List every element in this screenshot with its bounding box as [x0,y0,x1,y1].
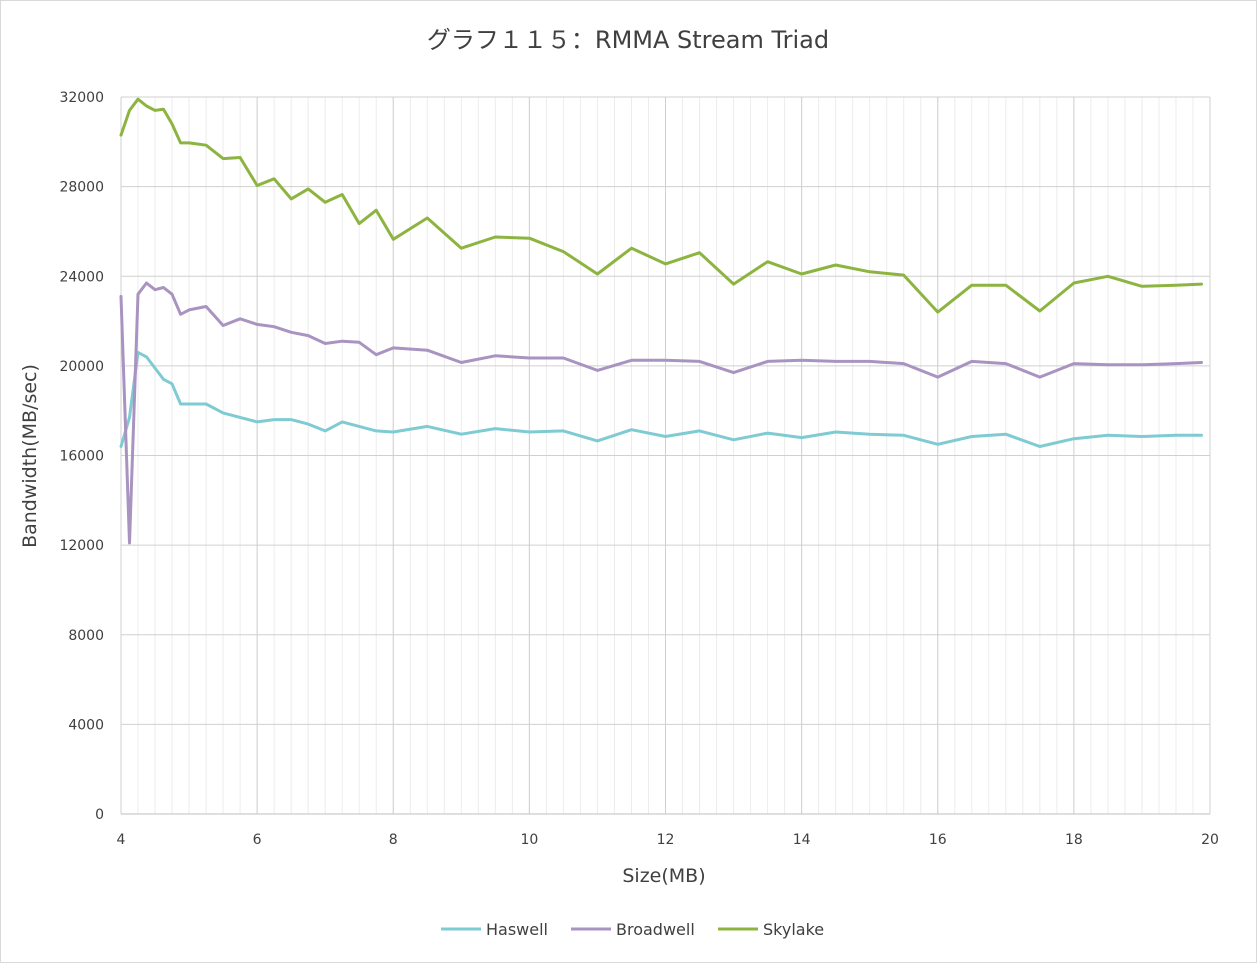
series-line-haswell [119,350,1203,448]
legend-label-haswell: Haswell [486,920,548,939]
y-tick-label: 20000 [59,359,104,375]
series-line-broadwell [119,281,1203,545]
x-tick-label: 10 [520,832,538,848]
x-tick-label: 8 [389,832,398,848]
y-tick-label: 16000 [59,449,104,465]
y-tick-label: 28000 [59,180,104,196]
x-tick-label: 16 [929,832,947,848]
legend-label-broadwell: Broadwell [616,920,695,939]
series-line-skylake [119,97,1203,314]
x-tick-label: 12 [657,832,675,848]
y-tick-label: 4000 [68,717,104,733]
x-tick-label: 20 [1201,832,1219,848]
x-tick-label: 6 [253,832,262,848]
chart-title: グラフ１１５：RMMA Stream Triad [427,26,829,54]
legend-label-skylake: Skylake [763,920,824,939]
series-lines [119,97,1203,545]
x-tick-label: 14 [793,832,811,848]
x-axis-ticks: 4 6 8 10 12 14 16 18 20 [117,832,1219,848]
y-axis-title: Bandwidth(MB/sec) [19,364,41,548]
y-tick-label: 32000 [59,90,104,106]
y-tick-label: 24000 [59,269,104,285]
y-tick-label: 0 [95,807,104,823]
x-tick-label: 18 [1065,832,1083,848]
y-axis-ticks: 0 4000 8000 12000 16000 20000 24000 28000 32000 [59,90,104,823]
y-tick-label: 12000 [59,538,104,554]
x-tick-label: 4 [117,832,126,848]
y-tick-label: 8000 [68,628,104,644]
major-gridlines [120,96,1211,814]
x-axis-title: Size(MB) [622,865,705,887]
legend: Haswell Broadwell Skylake [441,920,824,939]
